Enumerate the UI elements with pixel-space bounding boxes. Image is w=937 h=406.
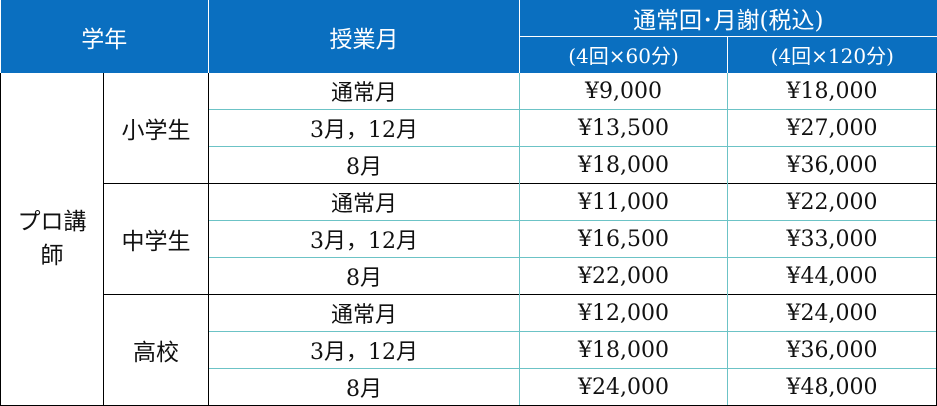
month-cell: 通常月 bbox=[208, 73, 520, 110]
month-cell: 3月，12月 bbox=[208, 331, 520, 369]
fee-60min-cell: ¥13,500 bbox=[519, 109, 728, 147]
instructor-label-line2: 師 bbox=[40, 243, 64, 269]
month-cell: 3月，12月 bbox=[208, 220, 520, 258]
month-cell: 8月 bbox=[208, 368, 520, 406]
header-grade: 学年 bbox=[0, 0, 209, 73]
fee-120min-cell: ¥22,000 bbox=[726, 183, 937, 221]
fee-120min-cell: ¥36,000 bbox=[726, 331, 937, 369]
fee-120min-cell: ¥18,000 bbox=[726, 73, 937, 110]
fee-120min-cell: ¥48,000 bbox=[726, 368, 937, 406]
fee-120min-cell: ¥33,000 bbox=[726, 220, 937, 258]
fee-60min-cell: ¥11,000 bbox=[519, 183, 728, 221]
fee-120min-cell: ¥27,000 bbox=[726, 109, 937, 147]
grade-level-high-school: 高校 bbox=[103, 294, 209, 406]
fee-60min-cell: ¥16,500 bbox=[519, 220, 728, 258]
month-cell: 8月 bbox=[208, 257, 520, 295]
grade-level-elementary: 小学生 bbox=[103, 73, 209, 184]
fee-60min-cell: ¥22,000 bbox=[519, 257, 728, 295]
header-plan-60min: (4回×60分) bbox=[519, 35, 728, 73]
month-cell: 通常月 bbox=[208, 183, 520, 221]
fee-60min-cell: ¥18,000 bbox=[519, 331, 728, 369]
fee-120min-cell: ¥44,000 bbox=[726, 257, 937, 295]
header-month: 授業月 bbox=[208, 0, 520, 73]
instructor-type-cell: プロ講 師 bbox=[0, 73, 104, 406]
grade-level-junior-high: 中学生 bbox=[103, 183, 209, 295]
fee-120min-cell: ¥24,000 bbox=[726, 294, 937, 332]
header-plan-120min: (4回×120分) bbox=[726, 35, 937, 73]
fee-60min-cell: ¥9,000 bbox=[519, 73, 728, 110]
fee-60min-cell: ¥18,000 bbox=[519, 146, 728, 184]
instructor-label-line1: プロ講 bbox=[17, 209, 87, 235]
month-cell: 3月，12月 bbox=[208, 109, 520, 147]
fee-120min-cell: ¥36,000 bbox=[726, 146, 937, 184]
month-cell: 8月 bbox=[208, 146, 520, 184]
header-fee-title: 通常回･月謝(税込) bbox=[518, 0, 937, 36]
fee-60min-cell: ¥24,000 bbox=[519, 368, 728, 406]
month-cell: 通常月 bbox=[208, 294, 520, 332]
fee-60min-cell: ¥12,000 bbox=[519, 294, 728, 332]
